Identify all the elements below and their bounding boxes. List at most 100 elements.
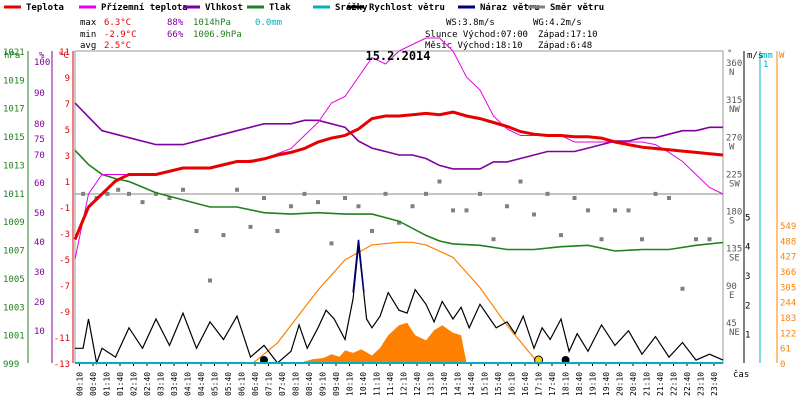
dir-tick: 360: [726, 59, 742, 69]
info-moonrise: Měsíc Východ:18:10: [425, 41, 523, 51]
legend-label: Náraz větru: [480, 2, 540, 13]
x-tick-label: 04:10: [184, 372, 193, 396]
dir-compass: W: [729, 142, 735, 152]
hpa-tick: 1019: [3, 76, 25, 86]
x-tick-label: 05:40: [224, 372, 233, 396]
temp-tick: 3: [65, 152, 70, 162]
w-tick: 61: [780, 345, 791, 355]
hpa-tick: 1009: [3, 218, 25, 228]
x-tick-label: 23:40: [710, 372, 719, 396]
x-tick-label: 00:40: [89, 372, 98, 396]
wind-dir-point: [383, 191, 388, 196]
wind-dir-point: [437, 179, 442, 184]
dir-tick: 225: [726, 170, 742, 180]
dir-compass: SE: [729, 254, 740, 264]
mm-unit: mm: [762, 51, 773, 61]
x-tick-label: 12:40: [413, 372, 422, 396]
stats-temp: 2.5°C: [104, 41, 131, 51]
dir-tick: 180: [726, 208, 742, 218]
ms-tick: 4: [745, 243, 750, 253]
dir-compass: S: [729, 217, 734, 227]
wind-dir-point: [518, 179, 523, 184]
wind-dir-point: [275, 229, 280, 233]
axes: hPa% °C1021101910171015101310111009100710…: [3, 48, 796, 396]
wind-dir-point: [127, 191, 131, 196]
x-tick-label: 09:40: [332, 372, 341, 396]
dir-compass: E: [729, 291, 734, 301]
hpa-tick: 1013: [3, 161, 25, 171]
w-tick: 427: [780, 253, 796, 263]
x-tick-label: 18:40: [575, 372, 584, 396]
x-tick-label: 13:10: [427, 372, 436, 396]
temp-tick: -7: [59, 282, 70, 292]
x-tick-label: 13:40: [440, 372, 449, 396]
x-tick-label: 11:10: [373, 372, 382, 396]
x-tick-label: 19:10: [589, 372, 598, 396]
wind-speed-line: [75, 245, 724, 366]
degc-unit: °C: [58, 51, 69, 61]
wind-dir-point: [410, 204, 415, 209]
hpa-tick: 1015: [3, 133, 25, 143]
solar-line: [252, 241, 543, 364]
info-wg: WG:4.2m/s: [533, 18, 582, 28]
stats-temp: -2.9°C: [104, 30, 137, 40]
x-unit: čas: [733, 369, 749, 380]
wind-dir-point: [154, 191, 158, 196]
x-tick-label: 01:40: [116, 372, 125, 396]
wind-dir-point: [329, 241, 334, 246]
pct-tick: 30: [34, 268, 45, 278]
legend-label: Přízemní teplota: [101, 3, 188, 13]
x-tick-label: 09:10: [319, 372, 328, 396]
wind-dir-point: [478, 191, 482, 196]
pct-tick: 100: [34, 58, 50, 68]
x-tick-label: 06:40: [251, 372, 260, 396]
w-tick: 305: [780, 283, 796, 293]
wind-dir-point: [81, 191, 86, 196]
wind-dir-point: [302, 191, 307, 196]
pct-tick: 10: [34, 327, 45, 337]
x-tick-label: 20:40: [629, 372, 638, 396]
wind-dir-point: [599, 237, 604, 242]
wind-dir-point: [572, 196, 577, 200]
wind-dir-point: [356, 204, 361, 209]
w-tick: 244: [780, 299, 796, 309]
temp-tick: -11: [54, 334, 70, 344]
pct-tick: 80: [34, 120, 45, 130]
wind-gust-line: [352, 239, 365, 293]
x-tick-label: 10:40: [359, 372, 368, 396]
info-ws: WS:3.8m/s: [446, 18, 495, 28]
humidity-line: [74, 102, 723, 170]
w-tick: 183: [780, 314, 796, 324]
dir-tick: 315: [726, 96, 742, 106]
x-tick-label: 08:40: [305, 372, 314, 396]
wind-dir-point: [235, 187, 239, 192]
x-tick-label: 20:10: [616, 372, 625, 396]
hpa-unit: hPa: [4, 51, 20, 61]
info-sunset: Západ:17:10: [538, 30, 598, 40]
x-tick-label: 14:10: [454, 372, 463, 396]
wind-dir-point: [464, 208, 469, 213]
stats-pressure: 1014hPa: [193, 18, 231, 28]
x-tick-label: 15:40: [494, 372, 503, 396]
x-tick-label: 12:10: [400, 372, 409, 396]
temp-tick: 9: [65, 74, 70, 84]
wind-dir-point: [424, 191, 428, 196]
dir-compass: NW: [729, 105, 740, 115]
w-tick: 366: [780, 268, 796, 278]
wind-dir-point: [397, 220, 401, 225]
ms-tick: 1: [745, 331, 750, 341]
temp-tick: -9: [59, 308, 70, 318]
stats-temp: 6.3°C: [104, 18, 131, 28]
pct-unit: %: [39, 51, 45, 61]
wind-dir-point: [586, 208, 590, 213]
legend-label: Vlhkost: [205, 3, 243, 13]
ms-tick: 5: [745, 213, 750, 223]
temp-tick: 7: [65, 100, 70, 110]
stats-label: avg: [80, 41, 96, 51]
x-tick-label: 22:10: [670, 372, 679, 396]
pressure-line: [74, 149, 724, 252]
wind-dir-point: [167, 196, 172, 200]
